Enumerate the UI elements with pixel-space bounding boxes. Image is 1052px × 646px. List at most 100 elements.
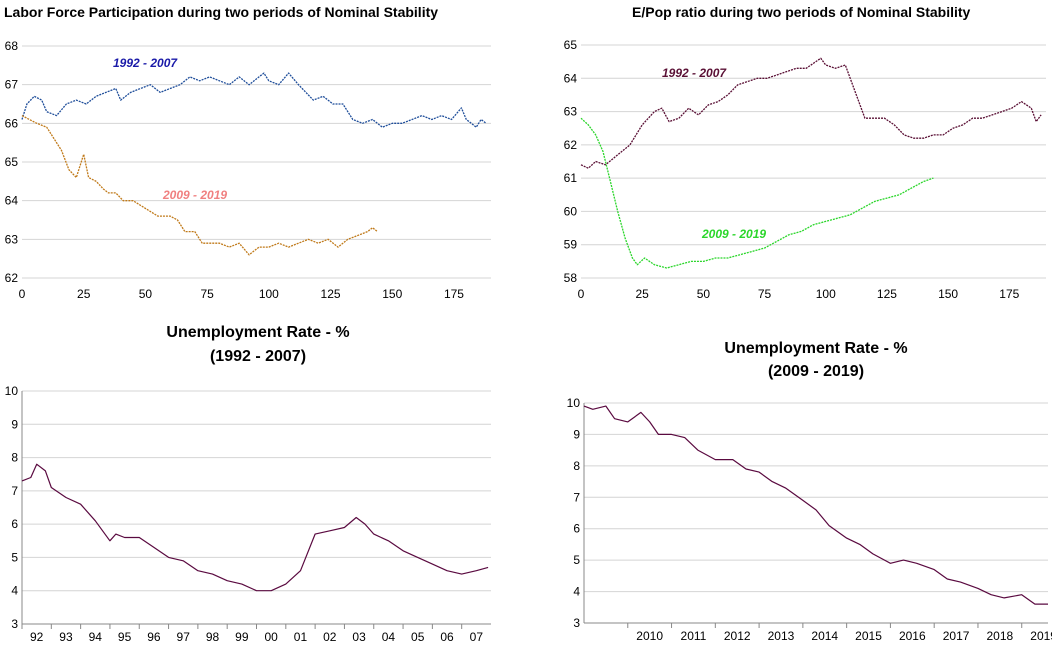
y-tick-label: 10 [567, 396, 581, 410]
x-tick-label: 2011 [681, 629, 707, 643]
y-tick-label: 3 [573, 616, 580, 630]
y-tick-label: 10 [5, 384, 19, 398]
x-tick-label: 2018 [986, 629, 1013, 643]
x-tick-label: 00 [264, 630, 278, 644]
grid-lines [583, 402, 1048, 624]
y-tick-label: 61 [564, 171, 578, 185]
x-tick-label: 99 [235, 630, 249, 644]
y-tick-label: 9 [573, 427, 580, 441]
x-tick-label: 175 [999, 287, 1019, 301]
series-line-1992-2007 [21, 72, 487, 128]
y-tick-label: 63 [5, 232, 19, 246]
x-tick-label: 2015 [855, 629, 882, 643]
x-tick-label: 06 [440, 630, 454, 644]
x-tick-label: 75 [758, 287, 772, 301]
y-tick-label: 62 [564, 138, 578, 152]
x-tick-label: 94 [89, 630, 103, 644]
chart-unemployment-2009-2019: Unemployment Rate - % (2009 - 2019) 3 4 5 6… [567, 340, 1052, 643]
x-tick-label: 2010 [636, 629, 663, 643]
x-tick-label: 100 [259, 287, 279, 301]
chart-title: Unemployment Rate - % [724, 340, 907, 357]
y-tick-label: 67 [5, 78, 19, 92]
x-tick-label: 96 [147, 630, 161, 644]
x-tick-label: 98 [206, 630, 220, 644]
x-tick-label: 25 [77, 287, 91, 301]
y-tick-label: 7 [11, 484, 18, 498]
x-tick-label: 0 [578, 287, 585, 301]
x-tick-label: 150 [938, 287, 958, 301]
x-tick-label: 150 [382, 287, 402, 301]
chart-epop-ratio: E/Pop ratio during two periods of Nomina… [564, 4, 1046, 301]
x-tick-label: 95 [118, 630, 132, 644]
x-tick-label: 01 [294, 630, 308, 644]
chart-subtitle: (1992 - 2007) [210, 348, 306, 365]
x-tick-label: 07 [470, 630, 484, 644]
x-axis: 0 25 50 75 100 125 150 175 [19, 287, 465, 301]
x-tick-label: 03 [352, 630, 366, 644]
x-tick-label: 05 [411, 630, 425, 644]
y-tick-label: 9 [11, 417, 18, 431]
chart-unemployment-1992-2007: Unemployment Rate - % (1992 - 2007) 3 4 5 6… [5, 324, 491, 644]
chart-title: E/Pop ratio during two periods of Nomina… [632, 4, 971, 20]
x-tick-label: 02 [323, 630, 337, 644]
series-line-1992-2007 [580, 57, 1042, 169]
y-tick-label: 68 [5, 39, 19, 53]
x-tick-label: 125 [321, 287, 341, 301]
y-tick-label: 58 [564, 271, 578, 285]
y-tick-label: 63 [564, 105, 578, 119]
y-tick-label: 6 [11, 517, 18, 531]
y-axis: 3 4 5 6 7 8 9 10 [567, 396, 581, 630]
grid-lines [21, 390, 491, 625]
x-tick-label: 175 [444, 287, 464, 301]
x-tick-label: 25 [636, 287, 650, 301]
series-line-2009-2019 [580, 117, 934, 269]
y-tick-label: 5 [11, 550, 18, 564]
x-axis: 0 25 50 75 100 125 150 175 [578, 287, 1020, 301]
y-tick-label: 62 [5, 271, 19, 285]
chart-title: Labor Force Participation during two per… [4, 4, 438, 20]
x-tick-label: 2013 [768, 629, 795, 643]
series-line-unemployment-rate [583, 405, 1048, 605]
chart-subtitle: (2009 - 2019) [768, 363, 864, 380]
annotation-2009-2019: 2009 - 2019 [701, 227, 766, 241]
y-tick-label: 65 [564, 38, 578, 52]
y-axis: 62 63 64 65 66 67 68 [5, 39, 19, 285]
x-tick-label: 2019 [1030, 629, 1052, 643]
x-tick-label: 2016 [899, 629, 926, 643]
x-tick-label: 97 [177, 630, 191, 644]
y-tick-label: 65 [5, 155, 19, 169]
x-tick-label: 2014 [811, 629, 838, 643]
y-tick-label: 7 [573, 490, 580, 504]
y-axis: 3 4 5 6 7 8 9 10 [5, 384, 19, 631]
x-tick-label: 125 [877, 287, 897, 301]
y-tick-label: 6 [573, 522, 580, 536]
x-tick-label: 2012 [724, 629, 751, 643]
grid-lines [581, 44, 1046, 279]
grid-lines [22, 45, 491, 279]
y-axis: 58 59 60 61 62 63 64 65 [564, 38, 578, 285]
x-tick-label: 04 [382, 630, 396, 644]
y-tick-label: 59 [564, 238, 578, 252]
x-tick-label: 75 [200, 287, 214, 301]
annotation-1992-2007: 1992 - 2007 [662, 66, 727, 80]
y-tick-label: 4 [11, 584, 18, 598]
series-lines [21, 463, 489, 592]
annotation-2009-2019: 2009 - 2019 [162, 188, 227, 202]
x-axis: 2010 2011 2012 2013 2014 2015 2016 2017 2018 2019 [627, 623, 1052, 643]
y-tick-label: 60 [564, 204, 578, 218]
x-tick-label: 50 [139, 287, 153, 301]
y-tick-label: 64 [564, 71, 578, 85]
x-tick-label: 92 [30, 630, 44, 644]
series-line-2009-2019 [21, 115, 378, 256]
y-tick-label: 3 [11, 617, 18, 631]
series-lines [580, 57, 1042, 269]
chart-labor-force-participation: Labor Force Participation during two per… [4, 4, 491, 301]
series-lines [21, 72, 487, 256]
annotation-1992-2007: 1992 - 2007 [113, 56, 178, 70]
series-line-unemployment-rate [21, 463, 489, 592]
x-tick-label: 93 [59, 630, 73, 644]
x-tick-label: 0 [19, 287, 26, 301]
x-tick-label: 100 [816, 287, 836, 301]
y-tick-label: 8 [573, 459, 580, 473]
y-tick-label: 64 [5, 194, 19, 208]
